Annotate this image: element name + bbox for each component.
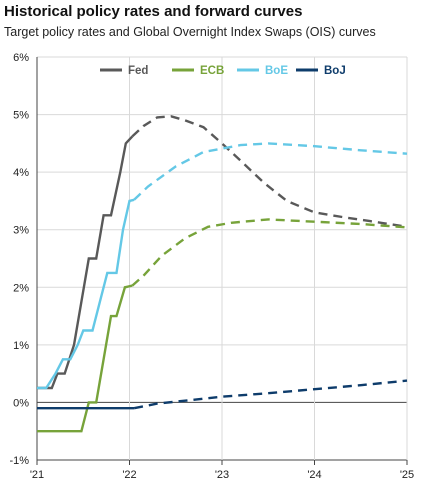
y-tick-label: -1% <box>9 455 29 467</box>
legend-label-boe: BoE <box>265 65 288 77</box>
x-tick-label: '24 <box>307 469 321 481</box>
series-ecb-forward-line <box>131 218 408 287</box>
series-boe-forward-line <box>133 142 408 201</box>
x-tick-label: '21 <box>30 469 44 481</box>
y-tick-label: 3% <box>13 225 29 237</box>
legend-label-ecb: ECB <box>200 65 224 77</box>
series-ecb-historical-line <box>37 284 133 433</box>
series-boj-forward-line <box>133 379 408 410</box>
y-tick-label: 1% <box>13 340 29 352</box>
series-boe-historical-line <box>37 198 135 390</box>
x-tick-label: '22 <box>122 469 136 481</box>
x-tick-label: '25 <box>400 469 414 481</box>
legend-label-fed: Fed <box>128 65 148 77</box>
y-tick-label: 2% <box>13 282 29 294</box>
legend-label-boj: BoJ <box>324 65 346 77</box>
y-tick-label: 4% <box>13 167 29 179</box>
series-fed-forward-line <box>131 115 408 228</box>
chart-subtitle: Target policy rates and Global Overnight… <box>4 25 376 39</box>
x-tick-label: '23 <box>215 469 229 481</box>
y-tick-label: 0% <box>13 397 29 409</box>
y-tick-label: 6% <box>13 52 29 64</box>
y-tick-label: 5% <box>13 110 29 122</box>
chart-title: Historical policy rates and forward curv… <box>4 3 303 20</box>
series-fed-historical-line <box>37 135 134 390</box>
